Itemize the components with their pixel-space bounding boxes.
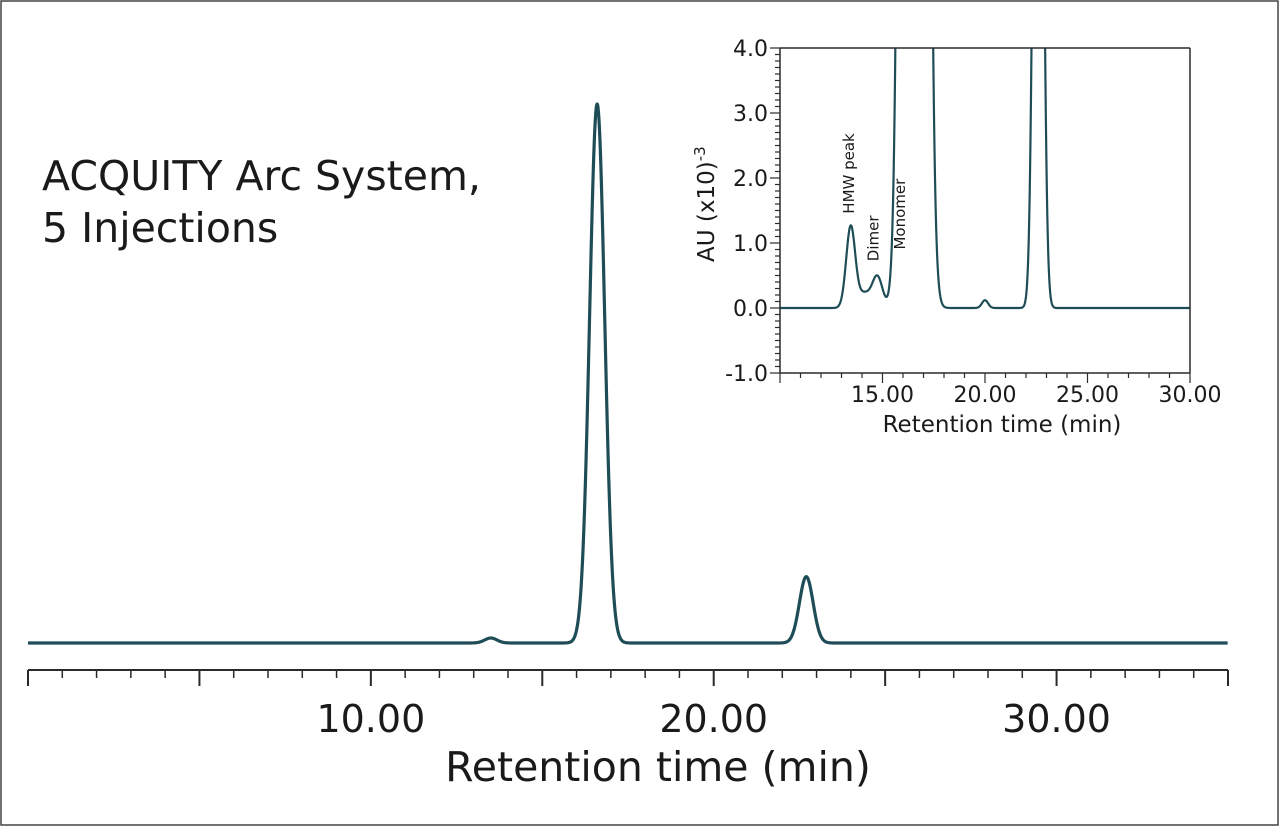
- inset-background: [780, 48, 1190, 373]
- main-chromatogram: 10.00 20.00 30.00: [26, 102, 1229, 741]
- inset-y-tick-label: 4.0: [733, 37, 768, 62]
- inset-y-tick-label: 0.0: [733, 297, 768, 322]
- main-x-tick-label: 30.00: [1002, 697, 1111, 741]
- inset-y-tick-label: 3.0: [733, 102, 768, 127]
- inset-annotation: Monomer: [891, 178, 909, 250]
- main-x-axis-label: Retention time (min): [445, 743, 871, 791]
- main-series-group: [26, 102, 1229, 645]
- inset-y-axis-label: AU (x10)-3: [691, 146, 720, 262]
- inset-x-tick-label: 25.00: [1056, 383, 1119, 408]
- inset-x-tick-label: 15.00: [851, 383, 914, 408]
- inset-y-label-main: AU (x10): [694, 161, 720, 262]
- inset-y-tick-label: -1.0: [725, 362, 768, 387]
- inset-series-group: [780, 48, 1190, 310]
- inset-series-line: [780, 48, 1190, 310]
- inset-x-tick-label: 30.00: [1159, 383, 1222, 408]
- inset-chromatogram: 15.00 20.00 25.00 30.00-1.00.01.02.03.04.0 …: [725, 37, 1221, 408]
- main-x-ticks: [27, 670, 1229, 686]
- inset-annotation: Dimer: [864, 215, 882, 262]
- inset-ticks: [770, 47, 1191, 383]
- main-series-line: [26, 102, 1229, 645]
- inset-y-tick-label: 2.0: [733, 167, 768, 192]
- svg-text:AU (x10)-3: AU (x10)-3: [691, 146, 720, 262]
- main-x-tick-label: 10.00: [316, 697, 425, 741]
- inset-annotation: HMW peak: [840, 133, 858, 214]
- inset-x-tick-label: 20.00: [954, 383, 1017, 408]
- inset-tick-labels: 15.00 20.00 25.00 30.00 -1.0 0.0 1.0 2.0 3.0 4.0: [725, 37, 1221, 408]
- inset-x-axis-label: Retention time (min): [883, 412, 1122, 438]
- main-title-line-1: ACQUITY Arc System,: [42, 152, 481, 200]
- inset-annotations: HMW peak Dimer Monomer: [840, 133, 909, 261]
- inset-y-label-exponent: -3: [691, 146, 709, 161]
- inset-y-tick-label: 1.0: [733, 232, 768, 257]
- main-x-tick-labels: 10.00 20.00 30.00: [316, 697, 1111, 741]
- main-x-tick-label: 20.00: [659, 697, 768, 741]
- main-title-line-2: 5 Injections: [42, 204, 278, 252]
